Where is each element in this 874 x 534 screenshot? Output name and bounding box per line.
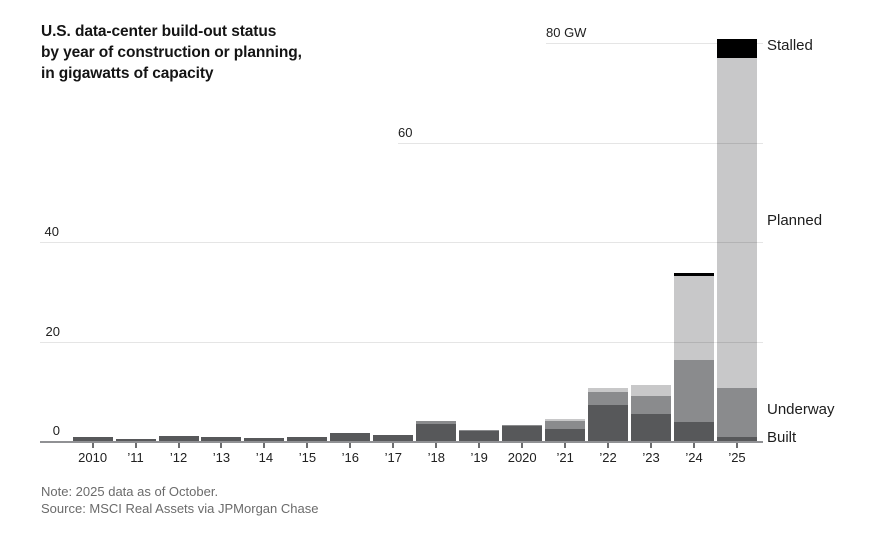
bar-25-underway [717,388,757,437]
bar-24-underway [674,359,715,423]
y-axis-label-60: 60 [398,124,413,140]
x-axis-tick-2020 [521,443,524,448]
x-axis-tick-15 [306,443,309,448]
bar-22-planned [588,387,629,392]
legend-label-built: Built [767,429,797,446]
bar-19-underway [459,429,500,431]
chart-note: Note: 2025 data as of October. [41,484,219,499]
bar-13-built [201,437,242,441]
x-axis-tick-21 [564,443,567,448]
x-axis-label-12: ’12 [169,450,188,465]
bar-23-underway [631,395,672,415]
bar-2010-built [72,437,113,441]
bar-25-built [717,436,757,441]
bar-23-built [631,414,672,441]
bar-25-stalled [717,38,757,58]
x-axis-label-21: ’21 [556,450,574,465]
gridline-40 [40,242,763,244]
x-axis-tick-17 [392,443,395,448]
x-axis-label-24: ’24 [685,450,703,465]
x-axis-label-15: ’15 [298,450,317,465]
x-axis-label-17: ’17 [384,450,402,465]
bar-22-underway [588,391,629,405]
x-axis-tick-22 [607,443,610,448]
bar-18-built [416,423,457,441]
bar-11-built [115,439,156,441]
bar-23-planned [631,384,672,396]
x-axis-tick-25 [736,443,738,448]
bar-21-built [545,429,586,441]
gridline-60 [398,142,763,144]
x-axis-tick-12 [177,443,180,448]
bar-22-built [588,404,629,441]
x-axis-tick-14 [263,443,266,448]
legend-label-stalled: Stalled [767,37,813,54]
x-axis-tick-18 [435,443,438,448]
x-axis-label-2020: 2020 [507,450,537,465]
bar-2020-built [502,426,543,441]
bar-14-built [244,438,285,441]
x-axis-tick-13 [220,443,223,448]
bar-24-stalled [674,272,715,277]
x-axis-label-22: ’22 [599,450,617,465]
bar-24-planned [674,276,715,360]
bar-21-underway [545,420,586,430]
x-axis-label-25: ’25 [728,450,746,465]
x-axis-tick-23 [650,443,653,448]
legend-label-planned: Planned [767,212,823,229]
x-axis-label-11: ’11 [127,450,144,465]
x-axis-tick-11 [134,443,137,448]
x-axis-label-14: ’14 [255,450,274,465]
bar-15-built [287,436,328,441]
x-axis-label-2010: 2010 [78,450,108,465]
chart-title: U.S. data-center build-out status by yea… [41,21,302,84]
bar-24-built [674,422,715,441]
bar-17-built [373,434,414,441]
bar-18-underway [416,421,457,424]
gridline-80 [546,43,763,45]
x-axis-tick-16 [349,443,352,448]
bar-21-planned [545,418,586,421]
bar-16-built [330,432,371,441]
x-axis-label-16: ’16 [341,450,360,465]
chart-title-line-1: U.S. data-center build-out status [41,23,277,40]
x-axis-tick-24 [693,443,696,448]
y-axis-label-40: 40 [44,224,59,240]
x-axis-label-23: ’23 [642,450,660,465]
chart-source: Source: MSCI Real Assets via JPMorgan Ch… [41,501,319,516]
chart-title-line-2: by year of construction or planning, [41,44,302,61]
bar-12-built [158,436,199,441]
x-axis-label-19: ’19 [470,450,488,465]
legend-label-underway: Underway [767,401,835,418]
x-axis-label-18: ’18 [427,450,445,465]
x-axis-tick-2010 [91,443,94,448]
bar-19-built [459,430,500,441]
gridline-20 [40,341,763,343]
bar-25-planned [717,57,757,389]
y-axis-label-20: 20 [45,323,60,339]
x-axis-label-13: ’13 [212,450,231,465]
chart-title-line-3: in gigawatts of capacity [41,65,214,82]
y-axis-label-80: 80 GW [546,25,587,41]
x-axis-line [40,441,763,443]
x-axis-tick-19 [478,443,481,448]
bar-2020-underway [502,425,543,427]
y-axis-label-0: 0 [52,423,60,438]
